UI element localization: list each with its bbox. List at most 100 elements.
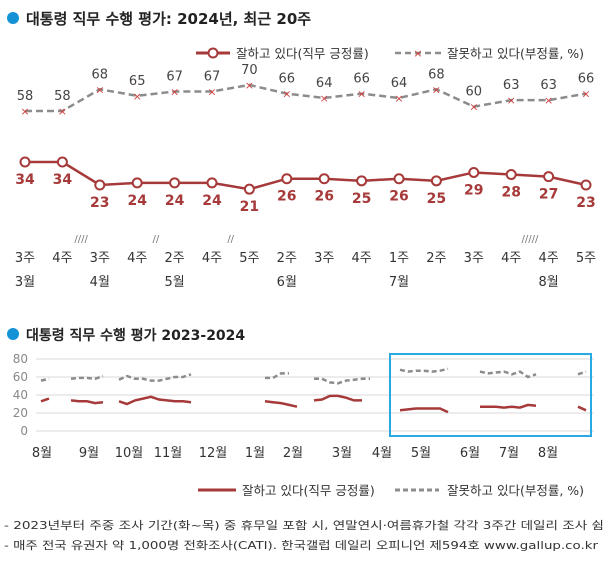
approve-series-segment <box>577 405 587 412</box>
x-week-tick-label: 4주 <box>501 251 521 266</box>
disapprove-data-label: 68 <box>428 67 445 82</box>
approve-series-segment <box>118 395 192 406</box>
x-week-tick-label: 4주 <box>52 251 72 266</box>
disapprove-data-label: 64 <box>316 76 333 91</box>
approve-point-marker <box>318 173 330 185</box>
x-week-tick-label: 3주 <box>464 251 484 266</box>
approve-series-segment <box>399 407 449 414</box>
chart2-grid: 0 20 40 60 80 <box>13 352 594 438</box>
x-month-tick-label: 8월 <box>32 446 52 461</box>
x-week-tick-label: 4주 <box>538 251 558 266</box>
disapprove-point-marker: × <box>95 83 104 96</box>
approve-series-segment <box>480 403 537 409</box>
axis-break-mark: // <box>153 234 160 245</box>
legend2-disapprove-label: 잘못하고 있다(부정률, %) <box>447 483 584 498</box>
approve-data-label: 21 <box>240 199 259 215</box>
x-week-tick-label: 3주 <box>90 251 110 266</box>
x-week-tick-label: 1주 <box>389 251 409 266</box>
disapprove-series-segment <box>118 373 192 382</box>
disapprove-series-segment <box>70 374 104 381</box>
chart2-legend: 잘하고 있다(직무 긍정률) 잘못하고 있다(부정률, %) <box>198 483 584 498</box>
disapprove-data-label: 63 <box>503 78 520 93</box>
disapprove-point-marker: × <box>207 85 216 98</box>
y-tick-label: 0 <box>20 424 28 438</box>
x-week-tick-label: 4주 <box>202 251 222 266</box>
disapprove-data-label: 66 <box>353 72 370 87</box>
disapprove-data-label: 66 <box>578 72 595 87</box>
x-month-tick-label: 4월 <box>372 446 392 461</box>
approve-data-label: 28 <box>501 185 520 201</box>
x-week-tick-label: 3주 <box>15 251 35 266</box>
approve-point-marker <box>19 156 31 168</box>
disapprove-data-label: 67 <box>166 69 183 84</box>
approve-point-marker <box>430 175 442 187</box>
x-month-tick-label: 6월 <box>460 446 480 461</box>
approve-data-label: 23 <box>576 195 595 211</box>
bullet-icon <box>7 12 19 24</box>
disapprove-point-marker: × <box>245 79 254 92</box>
approve-data-label: 25 <box>352 191 371 207</box>
disapprove-series-segment <box>265 372 289 380</box>
x-week-tick-label: 2주 <box>426 251 446 266</box>
approve-data-label: 34 <box>53 172 73 188</box>
approve-point-marker <box>206 177 218 189</box>
approve-series-segment <box>40 397 50 403</box>
approve-point-marker <box>281 173 293 185</box>
recent-20-weeks-highlight-box <box>389 353 592 437</box>
x-week-tick-label: 4주 <box>127 251 147 266</box>
approve-point-marker <box>505 169 517 181</box>
disapprove-point-marker: × <box>544 94 553 107</box>
disapprove-series-segment <box>479 370 537 379</box>
approve-series-segment <box>313 394 362 402</box>
x-month-tick-label: 8월 <box>538 446 558 461</box>
x-month-tick-label: 1월 <box>245 446 265 461</box>
disapprove-point-marker: × <box>469 101 478 114</box>
x-week-tick-label: 2주 <box>277 251 297 266</box>
approve-point-marker <box>543 171 555 183</box>
disapprove-data-label: 58 <box>54 89 71 104</box>
y-tick-label: 20 <box>13 406 28 420</box>
approve-data-label: 26 <box>389 189 408 205</box>
x-month-tick-label: 3월 <box>332 446 352 461</box>
approve-data-label: 27 <box>539 187 558 203</box>
approve-point-marker <box>580 179 592 191</box>
disapprove-point-marker: × <box>357 88 366 101</box>
disapprove-point-marker: × <box>507 94 516 107</box>
disapprove-data-label: 70 <box>241 63 258 78</box>
disapprove-point-marker: × <box>394 92 403 105</box>
chart2-title: 대통령 직무 수행 평가 2023-2024 <box>26 327 245 344</box>
disapprove-data-label: 64 <box>391 76 408 91</box>
x-month-tick-label: 8월 <box>538 275 558 290</box>
axis-break-mark: ///// <box>521 234 538 245</box>
x-month-tick-label: 5월 <box>164 275 184 290</box>
approve-data-label: 24 <box>165 193 185 209</box>
legend-disapprove-marker-icon: × <box>413 47 422 60</box>
y-tick-label: 60 <box>13 370 28 384</box>
footnote-1: - 2023년부터 주중 조사 기간(화~목) 중 휴무일 포함 시, 연말연시… <box>4 518 604 532</box>
legend-approve-marker-icon <box>207 47 219 59</box>
disapprove-point-marker: × <box>581 88 590 101</box>
approve-point-marker <box>243 183 255 195</box>
chart1-x-axis: 3주 4주 3주 4주 2주 4주 5주 2주 3주 4주 1주 2주 3주 4주 4주 5주 3월 4월 5월 6월… <box>15 234 596 290</box>
x-month-tick-label: 11월 <box>154 446 183 461</box>
x-month-tick-label: 3월 <box>15 275 35 290</box>
disapprove-series-segment <box>40 377 50 382</box>
chart2-plot <box>40 367 587 414</box>
disapprove-point-marker: × <box>133 90 142 103</box>
chart2-x-axis: 8월 9월 10월 11월 12월 1월 2월 3월 4월 5월 6월 7월 8월 <box>32 446 558 461</box>
footnote-2: - 매주 전국 유권자 약 1,000명 전화조사(CATI). 한국갤럽 데일… <box>4 538 599 552</box>
disapprove-point-marker: × <box>58 105 67 118</box>
disapprove-data-label: 60 <box>466 85 483 100</box>
disapprove-data-label: 68 <box>92 67 109 82</box>
approve-data-label: 25 <box>427 191 446 207</box>
approve-point-marker <box>356 175 368 187</box>
disapprove-data-label: 66 <box>279 72 296 87</box>
legend-approve-label: 잘하고 있다(직무 긍정률) <box>236 46 369 61</box>
disapprove-point-marker: × <box>432 83 441 96</box>
axis-break-mark: //// <box>74 234 88 245</box>
approve-data-label: 24 <box>127 193 147 209</box>
x-week-tick-label: 2주 <box>164 251 184 266</box>
disapprove-series-segment <box>399 367 449 373</box>
approve-series-line <box>25 160 587 191</box>
